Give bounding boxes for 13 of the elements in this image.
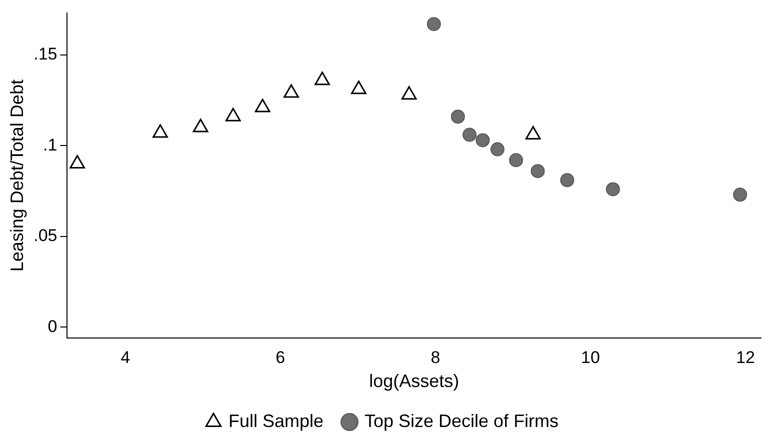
x-tick-label: 4 [120,348,130,367]
x-tick-label: 12 [736,348,755,367]
y-tick-label: 0 [48,316,58,336]
legend-label: Full Sample [228,410,324,431]
y-tick-label: .15 [34,44,58,64]
y-tick-label: .05 [34,226,58,246]
x-tick-label: 6 [276,348,286,367]
x-tick-label: 8 [430,348,440,367]
y-tick-label: .1 [43,135,58,154]
legend-label: Top Size Decile of Firms [364,410,559,431]
x-axis-title: log(Assets) [369,371,460,392]
x-tick-label: 10 [581,348,600,367]
y-axis-title: Leasing Debt/Total Debt [6,80,27,272]
